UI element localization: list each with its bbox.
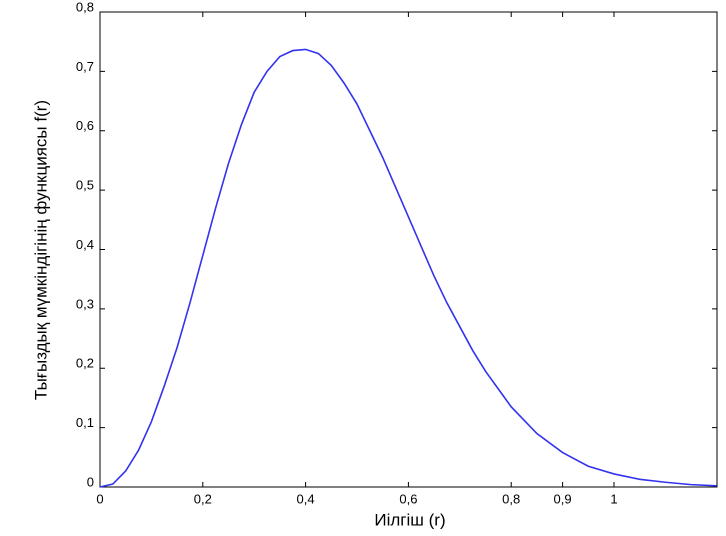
x-tick-label: 0,2 <box>194 491 212 506</box>
x-tick-label: 0,6 <box>399 491 417 506</box>
y-tick-label: 0,4 <box>76 237 94 252</box>
y-tick-label: 0,2 <box>76 356 94 371</box>
plot-frame <box>99 11 718 488</box>
x-tick-label: 0 <box>96 491 103 506</box>
x-tick-label: 0,8 <box>502 491 520 506</box>
y-tick-label: 0,3 <box>76 296 94 311</box>
x-tick-label: 1 <box>610 491 617 506</box>
y-tick-label: 0,8 <box>76 0 94 14</box>
y-tick-label: 0,6 <box>76 118 94 133</box>
y-axis-label: Тығыздық мүмкіндігінің функциясы f(r) <box>31 100 50 400</box>
y-tick-label: 0,1 <box>76 415 94 430</box>
curve <box>99 48 717 488</box>
x-tick-label: 0,4 <box>297 491 315 506</box>
y-tick-label: 0,5 <box>76 178 94 193</box>
x-axis-label: Иілгіш (r) <box>374 510 445 529</box>
y-tick-label: 0,7 <box>76 59 94 74</box>
x-tick-label: 0,9 <box>554 491 572 506</box>
y-tick-label: 0 <box>87 474 94 489</box>
